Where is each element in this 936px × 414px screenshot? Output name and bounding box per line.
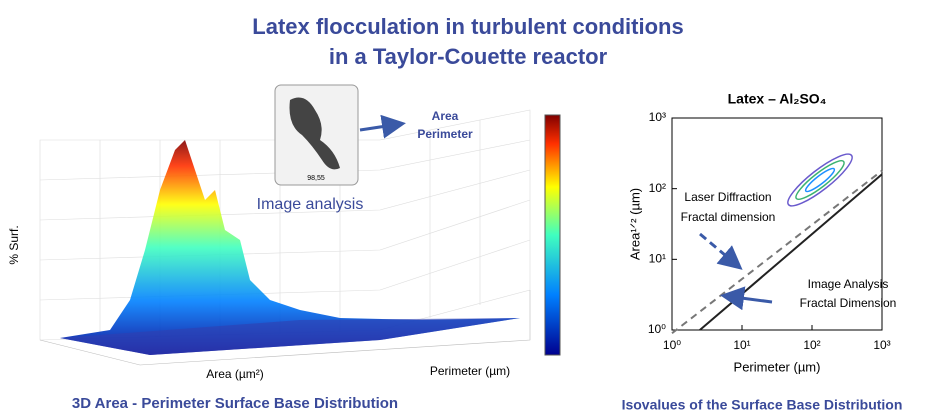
image-caption: Image analysis (257, 196, 364, 213)
title: in a Taylor-Couette reactor (329, 44, 608, 69)
y-tick-label: 10² (649, 181, 666, 195)
arrow (720, 286, 773, 311)
contour (787, 153, 853, 207)
plot-frame (671, 117, 883, 331)
x-tick-label: 10⁰ (663, 338, 681, 352)
surface-base (60, 318, 520, 355)
caption: Isovalues of the Surface Base Distributi… (622, 397, 903, 413)
arrow (359, 114, 406, 139)
line (671, 169, 883, 335)
plot-title: Latex – Al₂SO₄ (728, 91, 827, 107)
inset-label: Perimeter (417, 127, 473, 141)
x-tick-label: 10¹ (733, 338, 750, 352)
x-label: Area (µm²) (206, 367, 264, 381)
contour (804, 167, 836, 193)
x-label: Perimeter (µm) (734, 359, 821, 374)
title: Latex flocculation in turbulent conditio… (252, 14, 683, 39)
annotation: Fractal Dimension (800, 296, 897, 310)
annotation: Fractal dimension (681, 210, 776, 224)
z-label: Perimeter (µm) (430, 364, 510, 378)
colorbar (544, 114, 561, 356)
inset-label: Area (432, 109, 459, 123)
y-label: Area¹ᐟ² (µm) (627, 188, 642, 260)
y-tick-label: 10¹ (649, 252, 666, 266)
x-tick-label: 10² (803, 338, 820, 352)
inset-caption: 98,55 (307, 175, 325, 182)
annotation: Image Analysis (808, 277, 889, 291)
surface (60, 140, 520, 355)
y-tick-label: 10³ (649, 110, 666, 124)
y-tick-label: 10⁰ (648, 322, 666, 336)
caption: 3D Area - Perimeter Surface Base Distrib… (72, 395, 398, 412)
y-label: % Surf. (7, 225, 21, 264)
arrow (699, 232, 743, 270)
x-tick-label: 10³ (873, 338, 890, 352)
particle (289, 97, 340, 170)
annotation: Laser Diffraction (684, 190, 771, 204)
contour (795, 159, 845, 201)
loglog-plot: Latex – Al₂SO₄ 10⁰ 10¹ 10² 10³ 10⁰ 10¹ 10² 10³ Pe… (622, 91, 903, 413)
